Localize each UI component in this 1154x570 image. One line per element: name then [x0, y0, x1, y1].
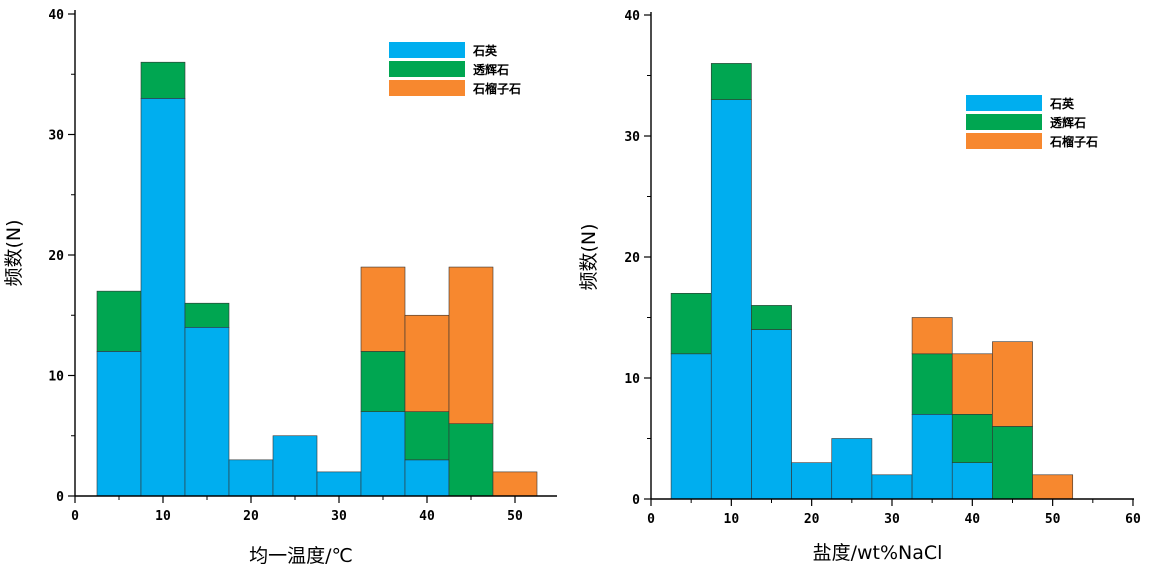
chart-0-bar-quartz-bin-2 — [184, 326, 230, 497]
chart-1-bar-diopside-bin-0 — [670, 292, 712, 355]
chart-1-x-tick-label: 0 — [647, 512, 655, 527]
chart-0-y-tick-label: 40 — [48, 8, 64, 23]
chart-1-bar-quartz-bin-7 — [951, 462, 993, 500]
chart-1-bar-quartz-bin-3 — [791, 462, 833, 500]
chart-0-y-tick-label: 30 — [48, 129, 64, 144]
chart-1-bar-diopside-bin-2 — [751, 305, 792, 330]
chart-0-bar-garnet-bin-8 — [448, 266, 494, 424]
chart-0-bar-quartz-bin-6 — [360, 411, 406, 497]
chart-1-legend-label-garnet: 石榴子石 — [1049, 134, 1098, 149]
chart-0-bar-garnet-bin-6 — [360, 266, 406, 352]
chart-1-bar-quartz-bin-2 — [751, 329, 792, 500]
chart-0-x-axis-title: 均一温度/℃ — [249, 545, 353, 567]
chart-1-bar-diopside-bin-1 — [710, 63, 752, 101]
chart-0-x-tick-label: 30 — [331, 509, 347, 524]
chart-1-x-tick-label: 10 — [724, 512, 740, 527]
chart-0-y-tick-label: 10 — [48, 370, 64, 385]
chart-1-x-tick-label: 50 — [1045, 512, 1061, 527]
chart-1-bar-garnet-bin-6 — [911, 317, 953, 355]
chart-1-legend-label-diopside: 透辉石 — [1050, 116, 1086, 130]
chart-0-x-tick-label: 40 — [419, 509, 435, 524]
chart-1-x-tick-label: 40 — [964, 512, 980, 527]
chart-1-bar-quartz-bin-0 — [670, 353, 712, 500]
chart-1-bar-diopside-bin-6 — [911, 353, 953, 415]
chart-0-bar-diopside-bin-1 — [140, 61, 186, 99]
chart-1-y-tick-label: 30 — [624, 130, 640, 145]
chart-0-bar-quartz-bin-4 — [272, 435, 318, 497]
chart-1-x-tick-label: 20 — [804, 512, 820, 527]
chart-1-bar-quartz-bin-5 — [871, 474, 913, 500]
chart-0-legend-label-diopside: 透辉石 — [473, 63, 509, 77]
chart-0-y-tick-label: 0 — [56, 490, 64, 505]
chart-0-legend-label-garnet: 石榴子石 — [472, 81, 521, 96]
chart-1-bar-garnet-bin-8 — [992, 341, 1033, 427]
chart-0-legend-label-quartz: 石英 — [472, 43, 498, 58]
chart-1-bar-quartz-bin-4 — [831, 438, 873, 500]
chart-0-bar-quartz-bin-0 — [96, 351, 142, 497]
chart-0-x-tick-label: 20 — [243, 509, 259, 524]
chart-1-bar-garnet-bin-7 — [951, 353, 993, 415]
chart-0-legend-swatch-garnet — [389, 80, 465, 96]
chart-0-bar-garnet-bin-9 — [492, 471, 538, 497]
chart-0-bar-diopside-bin-0 — [96, 290, 142, 352]
chart-1-bar-garnet-bin-9 — [1032, 474, 1074, 500]
chart-0-y-tick-label: 20 — [48, 249, 64, 264]
chart-1-legend-label-quartz: 石英 — [1049, 96, 1075, 111]
chart-1-y-tick-label: 40 — [624, 9, 640, 24]
chart-1-legend-swatch-quartz — [966, 95, 1042, 111]
chart-1-y-tick-label: 0 — [632, 493, 640, 508]
chart-1-x-axis-title: 盐度/wt%NaCl — [813, 542, 943, 564]
chart-1-x-tick-label: 60 — [1125, 512, 1141, 527]
chart-0-bar-diopside-bin-8 — [448, 423, 494, 497]
chart-1-bar-diopside-bin-7 — [951, 413, 993, 463]
chart-1-legend-swatch-diopside — [966, 114, 1042, 130]
chart-0-x-tick-label: 50 — [507, 509, 523, 524]
chart-1-bar-quartz-bin-1 — [710, 99, 752, 500]
chart-1-bar-quartz-bin-6 — [911, 413, 953, 500]
chart-1-bar-diopside-bin-8 — [992, 426, 1033, 500]
chart-0-bar-garnet-bin-7 — [404, 314, 450, 412]
chart-1-y-axis-title: 频数(N) — [578, 223, 600, 290]
chart-0-y-axis-title: 频数(N) — [3, 219, 25, 286]
chart-1-y-tick-label: 20 — [624, 251, 640, 266]
chart-0-bar-diopside-bin-2 — [184, 302, 230, 328]
chart-0-x-tick-label: 0 — [71, 509, 79, 524]
chart-0-legend-swatch-diopside — [389, 61, 465, 77]
chart-0-x-tick-label: 10 — [155, 509, 171, 524]
chart-1-y-tick-label: 10 — [624, 372, 640, 387]
chart-1-x-tick-label: 30 — [884, 512, 900, 527]
chart-0-legend-swatch-quartz — [389, 42, 465, 58]
chart-1-legend-swatch-garnet — [966, 133, 1042, 149]
